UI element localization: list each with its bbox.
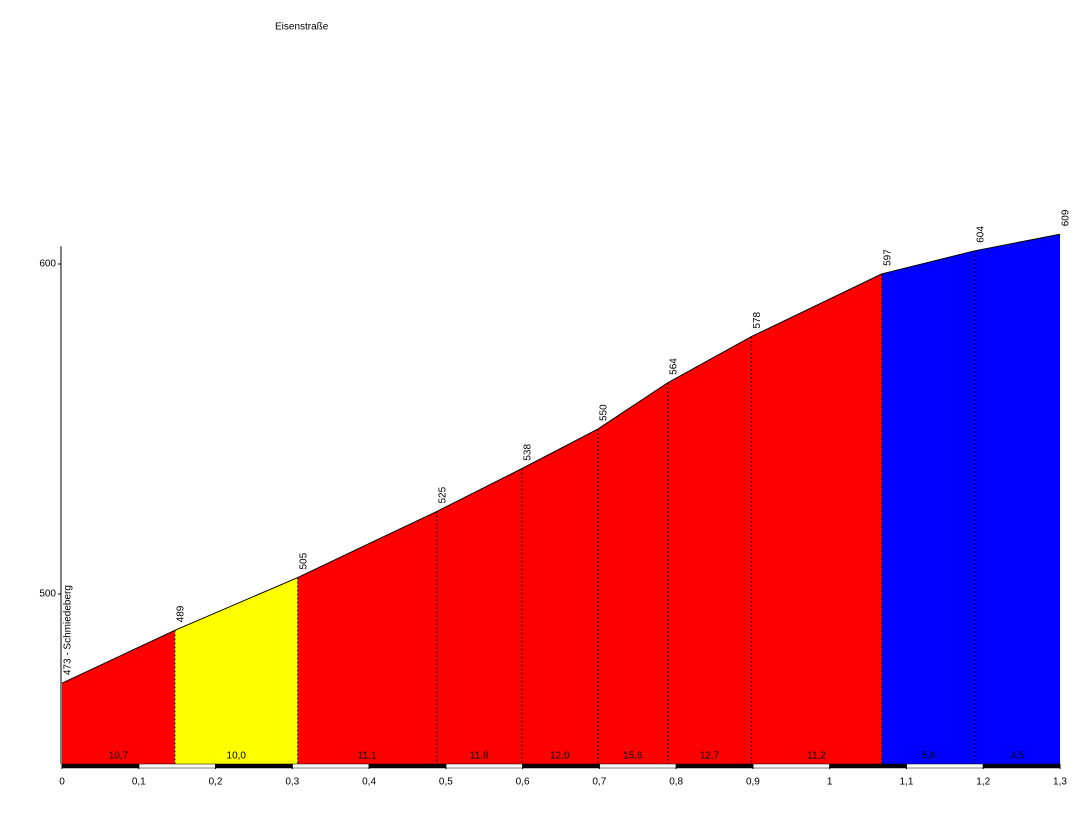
y-tick-label: 500 (39, 589, 56, 600)
segment-area (974, 234, 1060, 765)
gradient-label: 4,5 (1010, 751, 1024, 762)
profile-line (61, 233, 1061, 684)
scale-stripe (675, 763, 754, 769)
gradient-label: 11,8 (470, 751, 489, 762)
elevation-label: 550 (598, 404, 609, 421)
segment-area (751, 273, 882, 764)
elevation-label: 604 (975, 226, 986, 243)
gradient-label: 11,2 (807, 751, 826, 762)
scale-stripe (752, 763, 830, 769)
elevation-label: 525 (437, 486, 448, 503)
segment-area (667, 336, 752, 764)
x-tick-label: 0,7 (592, 777, 606, 788)
gradient-label: 10,7 (109, 751, 129, 762)
gradient-label: 12,7 (700, 751, 720, 762)
scale-stripe (829, 763, 907, 769)
x-tick-label: 0,8 (669, 777, 683, 788)
gradient-label: 5,8 (921, 751, 935, 762)
elevation-label: 473 - Schmiedeberg (63, 585, 74, 675)
x-tick-label: 0,5 (439, 777, 453, 788)
scale-stripe (599, 763, 677, 769)
x-tick-label: 1,2 (976, 777, 990, 788)
scale-stripe (982, 763, 1061, 769)
scale-stripe (522, 763, 600, 769)
x-tick-label: 0,4 (362, 777, 376, 788)
scale-stripe (906, 763, 984, 769)
elevation-label: 597 (883, 249, 894, 266)
scale-stripe (445, 763, 523, 769)
x-tick-label: 1,3 (1053, 777, 1067, 788)
y-tick-label: 600 (39, 259, 56, 270)
segment-area (597, 382, 668, 764)
x-tick-label: 0,3 (285, 777, 299, 788)
gradient-label: 11,1 (358, 751, 377, 762)
x-tick-label: 0 (59, 777, 65, 788)
scale-stripe (292, 763, 370, 769)
scale-stripe (61, 763, 140, 769)
gradient-label: 12,0 (550, 751, 570, 762)
segment-area (881, 250, 975, 764)
gradient-label: 10,0 (227, 751, 247, 762)
elevation-label: 578 (752, 311, 763, 328)
scale-stripe (138, 763, 216, 769)
segment-area (436, 468, 522, 764)
x-tick-label: 1 (827, 777, 833, 788)
elevation-label: 609 (1061, 209, 1072, 226)
elevation-label: 505 (298, 552, 309, 569)
elevation-label: 538 (522, 443, 533, 460)
x-tick-label: 1,1 (900, 777, 914, 788)
segment-area (174, 577, 298, 764)
x-tick-label: 0,6 (516, 777, 530, 788)
segment-area (62, 630, 175, 764)
gradient-label: 15,6 (623, 751, 643, 762)
scale-stripe (368, 763, 447, 769)
segment-area (297, 511, 437, 764)
scale-stripe (215, 763, 293, 769)
segment-area (521, 429, 598, 764)
x-tick-label: 0,9 (746, 777, 760, 788)
elevation-label: 564 (668, 358, 679, 375)
x-tick-label: 0,1 (132, 777, 146, 788)
x-tick-label: 0,2 (209, 777, 223, 788)
elevation-label: 489 (175, 605, 186, 622)
chart-title: Eisenstraße (275, 22, 329, 33)
